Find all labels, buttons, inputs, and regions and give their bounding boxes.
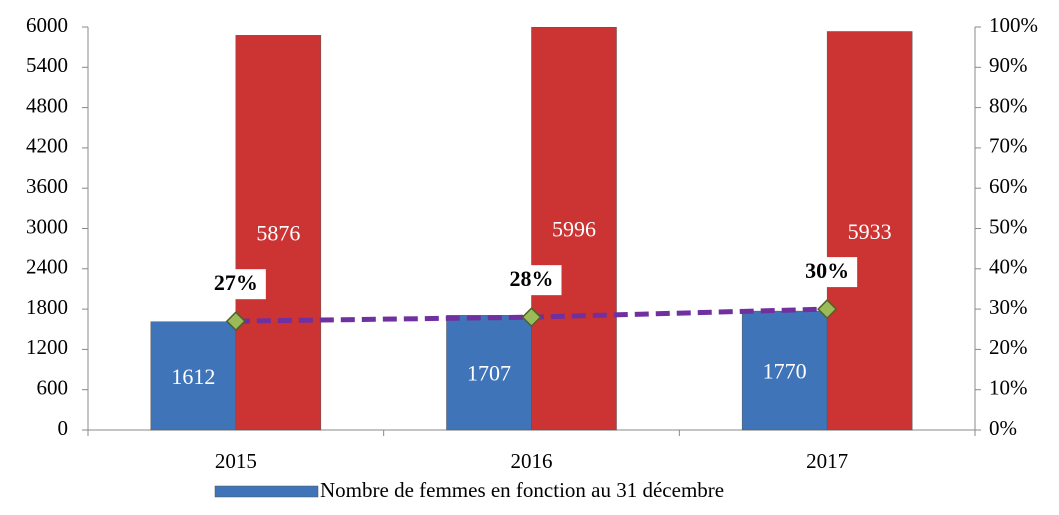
y-tick-label: 2400 [26, 255, 68, 279]
label-background [205, 269, 266, 300]
y-tick-label: 600 [37, 376, 69, 400]
y2-tick-label: 50% [989, 214, 1028, 238]
line-marker [817, 299, 838, 320]
y-tick-label: 6000 [26, 13, 68, 37]
x-tick-label: 2016 [511, 449, 553, 473]
bar-value-label: 1707 [467, 361, 511, 386]
line-value-label: 28% [510, 266, 554, 291]
y2-tick-label: 70% [989, 134, 1028, 158]
bar [531, 27, 617, 431]
bar-value-label: 5876 [256, 221, 300, 246]
legend-label: Nombre de femmes en fonction au 31 décem… [320, 478, 724, 502]
y-tick-label: 3600 [26, 174, 68, 198]
y2-tick-label: 60% [989, 174, 1028, 198]
bar [826, 31, 913, 431]
y-tick-label: 4200 [26, 134, 68, 158]
bar-value-label: 5996 [552, 217, 596, 242]
line-value-label: 27% [214, 270, 258, 295]
y2-tick-label: 80% [989, 93, 1028, 117]
bar [235, 35, 322, 431]
bar [150, 321, 237, 431]
bar-value-label: 1612 [171, 364, 215, 389]
bar [741, 310, 828, 431]
y2-tick-label: 20% [989, 335, 1028, 359]
y2-tick-label: 100% [989, 13, 1038, 37]
bar-value-label: 1770 [763, 359, 807, 384]
line-value-label: 30% [805, 258, 849, 283]
line-marker [521, 307, 542, 328]
y2-tick-label: 10% [989, 376, 1028, 400]
y-tick-label: 3000 [26, 214, 68, 238]
y-tick-label: 5400 [26, 53, 68, 77]
y2-tick-label: 40% [989, 255, 1028, 279]
bar [446, 315, 532, 431]
y2-tick-label: 90% [989, 53, 1028, 77]
y2-tick-label: 0% [989, 416, 1017, 440]
legend-swatch [214, 485, 319, 498]
x-tick-label: 2015 [215, 449, 257, 473]
x-tick-label: 2017 [806, 449, 848, 473]
bar-value-label: 5933 [848, 219, 892, 244]
label-background [797, 257, 858, 288]
y-tick-label: 0 [58, 416, 69, 440]
y2-tick-label: 30% [989, 295, 1028, 319]
y-tick-label: 4800 [26, 93, 68, 117]
label-background [501, 265, 562, 296]
y-tick-label: 1800 [26, 295, 68, 319]
line-marker [225, 311, 246, 332]
y-tick-label: 1200 [26, 335, 68, 359]
